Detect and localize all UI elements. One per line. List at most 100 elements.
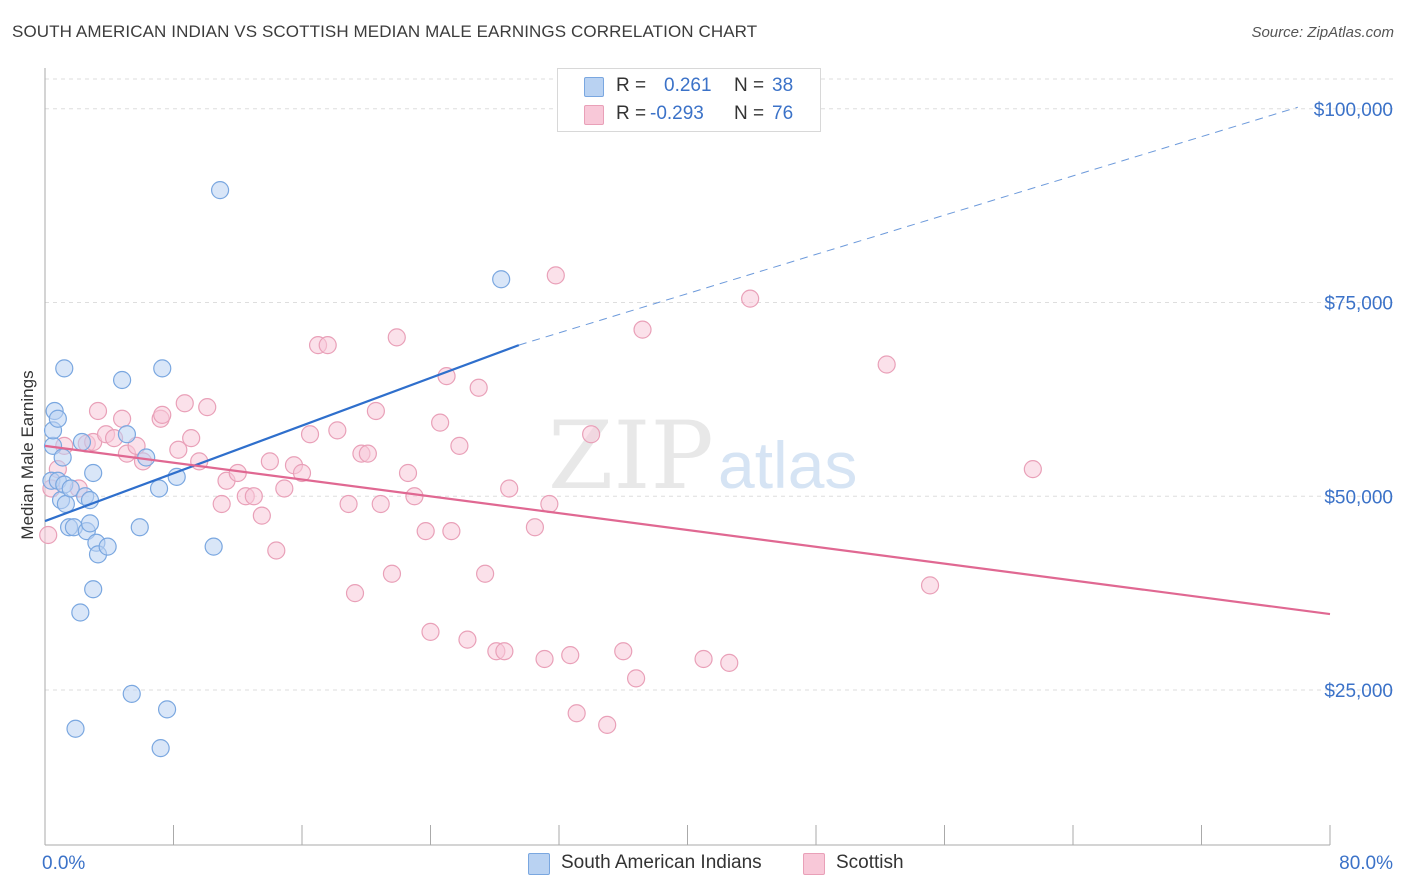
legend-swatch-blue	[584, 77, 604, 97]
south-american-indian-point	[149, 479, 169, 498]
south-american-indian-point	[151, 739, 170, 758]
source-label: Source: ZipAtlas.com	[1251, 24, 1394, 41]
south-american-indian-point	[66, 719, 85, 738]
scottish-point	[458, 630, 477, 649]
scottish-point	[366, 401, 385, 421]
scottish-point	[476, 564, 495, 583]
scottish-point	[169, 440, 188, 459]
scottish-point	[358, 444, 377, 463]
south-american-indian-point	[48, 409, 67, 428]
south-american-indian-point	[55, 359, 74, 378]
scottish-point	[500, 479, 519, 498]
south-american-indian-point	[157, 700, 177, 719]
scottish-point	[182, 429, 201, 448]
scottish-point	[275, 479, 294, 498]
scottish-point	[228, 463, 247, 483]
scottish-point	[212, 494, 231, 514]
south-american-indian-point	[210, 181, 230, 200]
n-value: 76	[772, 103, 794, 124]
scottish-point	[39, 525, 58, 545]
scottish-point	[525, 518, 545, 537]
scottish-point	[741, 289, 760, 308]
scottish-point	[318, 336, 337, 355]
south-american-indian-point	[130, 518, 149, 537]
legend-row-south-american-indians: R = 0.261 N = 38	[558, 73, 820, 101]
south-american-indian-point	[53, 448, 72, 467]
scottish-point	[112, 409, 132, 428]
scottish-point	[127, 436, 146, 455]
axes	[44, 68, 1331, 846]
scottish-point	[421, 622, 440, 641]
scottish-point	[405, 487, 424, 506]
scottish-point	[300, 425, 320, 444]
scottish-point	[442, 522, 461, 541]
south-american-indian-point	[80, 514, 100, 533]
scottish-point	[633, 320, 652, 339]
south-american-indian-trend-extension	[518, 106, 1299, 346]
scottish-point	[561, 646, 580, 665]
scottish-points	[39, 266, 1042, 734]
y-tick-label: $100,000	[1314, 100, 1393, 121]
south-american-indian-trend-line	[44, 344, 520, 523]
legend-label: South American Indians	[561, 852, 762, 873]
r-value: -0.293	[650, 103, 704, 124]
scottish-point	[345, 584, 365, 603]
grid-lines	[45, 78, 1393, 691]
south-american-indian-point	[61, 479, 80, 498]
legend-row-scottish: R = -0.293 N = 76	[558, 101, 820, 129]
scottish-point	[920, 576, 940, 595]
scottish-point	[540, 494, 559, 514]
scottish-point	[88, 401, 108, 421]
legend-swatch-blue	[528, 853, 550, 875]
scottish-point	[535, 649, 554, 669]
scottish-point	[382, 564, 402, 583]
legend-swatch-pink	[803, 853, 825, 875]
south-american-indian-point	[112, 370, 132, 390]
scottish-point	[198, 398, 217, 417]
scottish-point	[614, 642, 633, 661]
scottish-point	[495, 642, 514, 661]
legend-swatch-pink	[584, 105, 604, 125]
y-tick-label: $75,000	[1324, 294, 1393, 315]
x-tick-label-max: 80.0%	[1339, 853, 1393, 874]
scottish-point	[328, 421, 347, 440]
scottish-point	[720, 653, 739, 672]
scottish-point	[546, 266, 565, 285]
south-american-indian-point	[492, 270, 511, 289]
scottish-point	[252, 506, 271, 525]
y-tick-label: $50,000	[1324, 487, 1393, 508]
watermark-atlas: atlas	[718, 428, 857, 502]
scottish-point	[387, 328, 406, 347]
scottish-point	[877, 355, 896, 374]
scottish-point	[626, 669, 646, 688]
scottish-point	[469, 378, 488, 397]
scottish-point	[398, 463, 418, 483]
scottish-trend-line	[44, 444, 1331, 616]
south-american-indian-point	[84, 463, 103, 483]
scottish-point	[416, 522, 435, 541]
south-american-indian-point	[98, 537, 117, 556]
south-american-indian-point	[153, 359, 172, 378]
south-american-indian-point	[117, 425, 137, 444]
scottish-point	[153, 405, 172, 424]
south-american-indian-point	[204, 537, 223, 556]
scottish-point	[175, 394, 194, 413]
scottish-point	[582, 425, 601, 444]
scottish-point	[267, 541, 286, 560]
correlation-legend: R = 0.261 N = 38 R = -0.293 N = 76	[557, 68, 821, 132]
watermark: ZIP atlas	[548, 402, 857, 511]
r-label: R =	[616, 75, 647, 96]
south-american-indian-point	[122, 684, 141, 703]
n-value: 38	[772, 75, 794, 96]
r-label: R =	[616, 103, 647, 124]
legend-label: Scottish	[836, 852, 904, 873]
n-label: N =	[734, 75, 765, 96]
n-label: N =	[734, 103, 765, 124]
scottish-point	[260, 452, 279, 471]
scottish-point	[450, 436, 469, 455]
y-axis-label: Median Male Earnings	[18, 370, 37, 539]
chart-title: SOUTH AMERICAN INDIAN VS SCOTTISH MEDIAN…	[12, 22, 758, 41]
scottish-point	[567, 704, 586, 723]
scottish-point	[598, 715, 617, 734]
scottish-point	[292, 463, 312, 483]
